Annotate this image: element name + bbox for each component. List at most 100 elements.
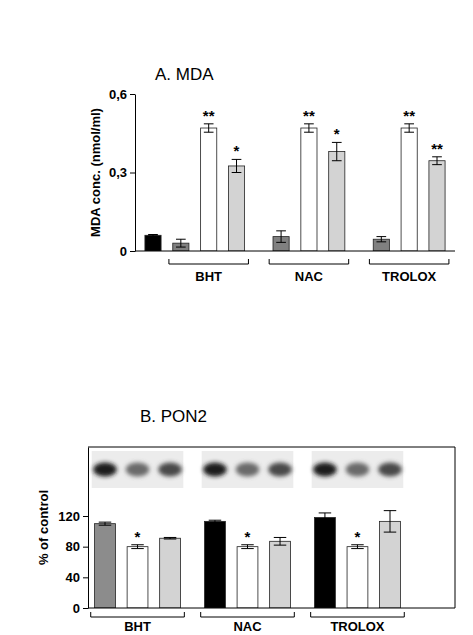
significance-label: * — [245, 528, 251, 545]
error-bar — [209, 520, 221, 522]
error-cap — [204, 132, 214, 133]
y-tick-mark — [83, 608, 88, 609]
error-bar — [332, 142, 342, 160]
baseline — [88, 608, 455, 609]
category-label: BHT — [124, 619, 151, 634]
error-cap — [376, 241, 386, 242]
blot-band — [126, 463, 149, 477]
error-cap — [276, 242, 286, 243]
y-axis-line — [88, 448, 89, 609]
panel: ***04080120BHTNACTROLOXB. PON2% of contr… — [36, 407, 455, 634]
y-tick-mark — [130, 173, 135, 174]
y-axis-title: MDA conc. (nmol/ml) — [88, 108, 103, 237]
error-bar — [276, 231, 286, 243]
error-stem — [247, 545, 248, 549]
baseline — [135, 251, 455, 252]
y-tick-label: 80 — [66, 539, 80, 554]
figure: **********00,30,6BHTNACTROLOXA. MDAMDA c… — [0, 0, 473, 635]
blot-band — [236, 463, 259, 477]
significance-label: ** — [431, 140, 443, 157]
y-tick: 120 — [58, 509, 88, 524]
error-cap — [319, 512, 331, 513]
error-cap — [319, 522, 331, 523]
error-bar — [274, 537, 286, 545]
y-tick-mark — [83, 516, 88, 517]
significance-label: * — [355, 528, 361, 545]
significance-label: * — [234, 142, 240, 159]
y-tick: 80 — [66, 539, 88, 554]
error-bar — [404, 124, 414, 132]
error-bar — [232, 159, 242, 172]
error-bar — [376, 237, 386, 242]
y-tick-label: 40 — [66, 570, 80, 585]
error-stem — [324, 513, 325, 522]
error-cap — [332, 160, 342, 161]
blot-band — [268, 463, 291, 477]
blot-band — [93, 463, 116, 477]
error-stem — [281, 231, 282, 243]
error-bar — [176, 239, 186, 247]
bar — [347, 547, 368, 608]
bar — [401, 128, 417, 251]
bar — [329, 152, 345, 251]
error-stem — [280, 537, 281, 545]
y-axis-title: % of control — [36, 490, 51, 565]
blot-strips — [92, 451, 404, 488]
bar — [95, 524, 116, 608]
error-bar — [319, 513, 331, 522]
category-label: TROLOX — [382, 269, 436, 284]
blot-strip — [92, 451, 184, 488]
y-tick-label: 0 — [120, 244, 127, 259]
error-cap — [164, 537, 176, 538]
error-stem — [390, 511, 391, 532]
bar — [228, 166, 244, 251]
error-stem — [336, 142, 337, 160]
significance-label: ** — [403, 107, 415, 124]
bar — [315, 518, 336, 608]
y-tick-mark — [130, 251, 135, 252]
y-tick-mark — [83, 547, 88, 548]
error-cap — [432, 164, 442, 165]
error-cap — [304, 132, 314, 133]
y-axis: 00,30,6 — [109, 87, 136, 259]
error-cap — [274, 537, 286, 538]
blot-band — [313, 463, 336, 477]
significance-label: * — [135, 528, 141, 545]
error-stem — [208, 124, 209, 132]
y-tick: 0 — [73, 601, 88, 616]
error-cap — [274, 545, 286, 546]
error-bar — [241, 545, 253, 549]
bar — [205, 521, 226, 608]
bar — [380, 521, 401, 608]
blot-band — [378, 463, 401, 477]
y-tick: 0,6 — [109, 87, 135, 102]
error-stem — [180, 239, 181, 247]
blot-band — [158, 463, 181, 477]
chart-title: B. PON2 — [140, 407, 207, 426]
category-label: BHT — [195, 269, 222, 284]
error-bar — [384, 511, 396, 532]
y-tick-label: 0,6 — [109, 87, 127, 102]
error-cap — [131, 548, 143, 549]
error-bar — [304, 124, 314, 132]
error-stem — [308, 124, 309, 132]
bar — [160, 538, 181, 608]
error-cap — [99, 525, 111, 526]
error-stem — [236, 159, 237, 172]
group-bracket — [91, 612, 185, 617]
plot-marks — [95, 511, 401, 608]
error-cap — [276, 230, 286, 231]
chart-title: A. MDA — [155, 65, 214, 84]
panel: **********00,30,6BHTNACTROLOXA. MDAMDA c… — [88, 65, 455, 284]
blot-band — [346, 463, 369, 477]
error-cap — [148, 234, 158, 235]
frame-top — [88, 447, 455, 448]
y-tick-label: 0 — [73, 601, 80, 616]
significance-label: ** — [203, 107, 215, 124]
bar — [301, 128, 317, 251]
error-cap — [232, 172, 242, 173]
group-bracket — [201, 612, 295, 617]
bar — [429, 161, 445, 251]
category-label: NAC — [233, 619, 262, 634]
y-tick-label: 120 — [58, 509, 80, 524]
